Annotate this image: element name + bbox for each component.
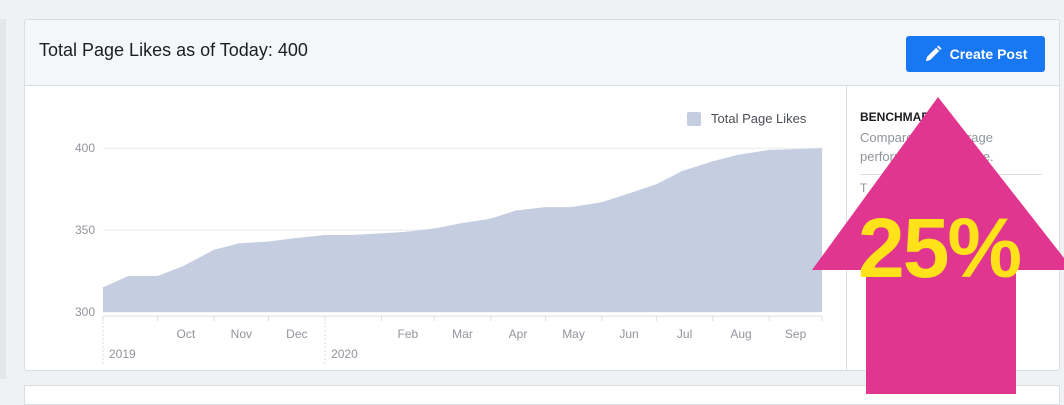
data-point xyxy=(182,265,184,267)
year-label: 2020 xyxy=(331,347,358,361)
x-tick-label: Aug xyxy=(730,327,751,341)
page-likes-chart: 300 350 400 Oct Nov Dec Feb Mar Apr May Jun Jul Aug S… xyxy=(75,111,823,364)
data-point xyxy=(570,206,572,208)
data-point xyxy=(459,223,461,225)
x-tick-label: Jun xyxy=(619,327,638,341)
data-point xyxy=(655,183,657,185)
likes-area xyxy=(103,148,822,312)
top-strip xyxy=(0,0,1064,8)
pencil-icon xyxy=(925,45,942,62)
data-point xyxy=(626,193,628,195)
benchmark-divider xyxy=(860,174,1042,175)
y-tick-label: 350 xyxy=(75,223,95,237)
data-point xyxy=(102,286,104,288)
data-point xyxy=(515,209,517,211)
page-title: Total Page Likes as of Today: 400 xyxy=(39,40,308,60)
data-point xyxy=(380,232,382,234)
create-post-button[interactable]: Create Post xyxy=(906,36,1045,72)
benchmark-title: BENCHMARK xyxy=(860,110,939,124)
x-tick-label: Apr xyxy=(509,327,528,341)
left-strip xyxy=(0,19,6,379)
next-card-edge xyxy=(24,385,1060,405)
data-point xyxy=(157,275,159,277)
data-point xyxy=(350,234,352,236)
x-tick-label: Sep xyxy=(785,327,807,341)
y-tick-label: 400 xyxy=(75,141,95,155)
x-tick-label: May xyxy=(562,327,585,341)
growth-percent-label: 25% xyxy=(858,201,1022,295)
data-point xyxy=(821,147,823,149)
data-point xyxy=(544,206,546,208)
x-tick-label: Feb xyxy=(398,327,419,341)
data-point xyxy=(127,275,129,277)
y-tick-label: 300 xyxy=(75,305,95,319)
data-point xyxy=(768,149,770,151)
data-point xyxy=(239,242,241,244)
data-point xyxy=(490,218,492,220)
data-point xyxy=(268,241,270,243)
benchmark-description: Compare your average performance over ti… xyxy=(860,130,994,164)
data-point xyxy=(737,154,739,156)
data-point xyxy=(324,234,326,236)
x-tick-label: Nov xyxy=(231,327,252,341)
x-tick-label: Dec xyxy=(286,327,307,341)
page-likes-card: Total Page Likes as of Today: 400 Create… xyxy=(24,19,1060,371)
data-point xyxy=(681,170,683,172)
benchmark-sub: T xyxy=(860,181,868,195)
x-tick-label: Oct xyxy=(176,327,195,341)
data-point xyxy=(712,160,714,162)
legend-swatch xyxy=(687,112,701,126)
data-point xyxy=(406,231,408,233)
sidebar-divider xyxy=(846,86,847,370)
x-tick-label: Jul xyxy=(677,327,692,341)
data-point xyxy=(433,227,435,229)
benchmark-panel: BENCHMARK Compare your average performan… xyxy=(860,110,1050,195)
data-point xyxy=(601,201,603,203)
data-point xyxy=(213,249,215,251)
legend-label: Total Page Likes xyxy=(711,111,807,126)
data-point xyxy=(293,237,295,239)
year-label: 2019 xyxy=(109,347,136,361)
create-post-label: Create Post xyxy=(949,46,1028,62)
x-tick-label: Mar xyxy=(452,327,473,341)
card-header: Total Page Likes as of Today: 400 Create… xyxy=(25,20,1059,86)
